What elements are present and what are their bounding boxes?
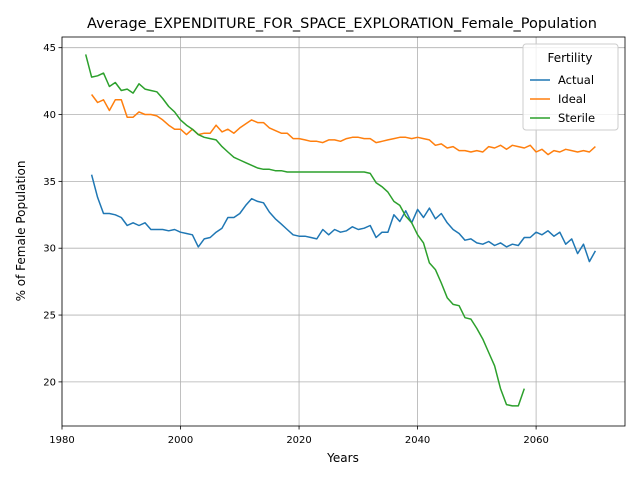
series-lines [84, 54, 597, 407]
series-line-sterile [84, 54, 526, 407]
y-tick-label: 35 [43, 177, 56, 188]
x-tick-label: 2040 [405, 435, 430, 446]
series-line-actual [90, 174, 597, 263]
legend-label-actual: Actual [558, 73, 594, 87]
chart-title: Average_EXPENDITURE_FOR_SPACE_EXPLORATIO… [87, 16, 597, 32]
plot-area-frame [61, 36, 626, 427]
series-line-ideal [90, 94, 596, 156]
legend-label-ideal: Ideal [558, 92, 586, 106]
legend-box [522, 43, 619, 131]
legend: Fertility Actual Ideal Sterile [522, 43, 619, 131]
y-tick-label: 25 [43, 311, 56, 322]
y-axis-ticks: 20 25 30 35 40 45 [43, 43, 62, 388]
y-tick-label: 40 [43, 110, 56, 121]
x-tick-label: 2000 [168, 435, 193, 446]
x-axis-ticks: 1980 2000 2020 2040 2060 [49, 426, 549, 446]
legend-label-sterile: Sterile [558, 111, 595, 125]
x-tick-label: 2020 [286, 435, 311, 446]
y-tick-label: 45 [43, 43, 56, 54]
legend-items: Actual Ideal Sterile [530, 73, 595, 125]
x-axis-label: Years [326, 451, 359, 465]
x-tick-label: 1980 [49, 435, 74, 446]
y-tick-label: 30 [43, 244, 56, 255]
y-axis-label: % of Female Population [14, 161, 28, 302]
y-tick-label: 20 [43, 377, 56, 388]
x-tick-label: 2060 [523, 435, 548, 446]
legend-title: Fertility [547, 51, 592, 65]
